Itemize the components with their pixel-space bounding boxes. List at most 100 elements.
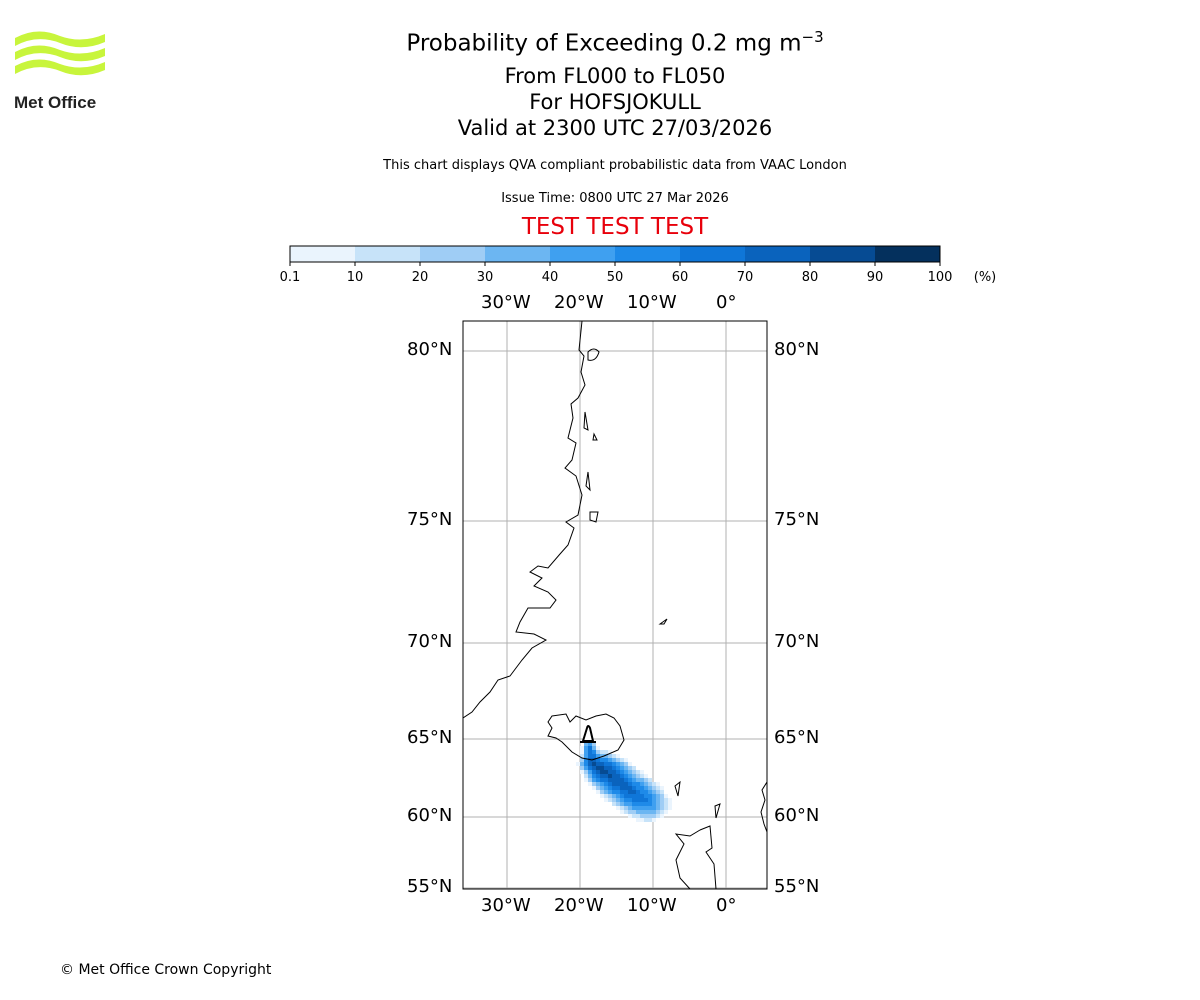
plume-cell xyxy=(616,754,620,758)
plume-cell xyxy=(628,778,632,782)
plume-cell xyxy=(604,786,608,790)
plume-cell xyxy=(596,762,600,766)
plume-cell xyxy=(652,786,656,790)
plume-cell xyxy=(628,762,632,766)
chart-title: Probability of Exceeding 0.2 mg m−3 xyxy=(406,28,824,57)
plume-cell xyxy=(640,786,644,790)
plume-cell xyxy=(656,790,660,794)
plume-cell xyxy=(628,814,632,818)
colorbar-tick-label: 10 xyxy=(346,270,364,285)
plume-cell xyxy=(604,798,608,802)
plume-cell xyxy=(584,746,588,750)
plume-cell xyxy=(592,766,596,770)
plume-cell xyxy=(588,774,592,778)
colorbar-tick-label: 70 xyxy=(736,270,754,285)
plume-cell xyxy=(640,798,644,802)
plume-cell xyxy=(668,806,672,810)
plume-cell xyxy=(640,790,644,794)
plume-cell xyxy=(636,802,640,806)
plume-cell xyxy=(636,810,640,814)
plume-cell xyxy=(580,758,584,762)
plume-cell xyxy=(624,782,628,786)
test-banner: TEST TEST TEST xyxy=(521,214,709,240)
plume-cell xyxy=(628,782,632,786)
colorbar-segment xyxy=(420,246,485,262)
plume-cell xyxy=(616,806,620,810)
plume-cell xyxy=(656,786,660,790)
plume-cell xyxy=(652,810,656,814)
plume-cell xyxy=(628,766,632,770)
plume-cell xyxy=(616,802,620,806)
plume-cell xyxy=(592,770,596,774)
plume-cell xyxy=(660,794,664,798)
plume-cell xyxy=(584,766,588,770)
plume-cell xyxy=(664,806,668,810)
plume-cell xyxy=(612,762,616,766)
plume-cell xyxy=(620,774,624,778)
plume-cell xyxy=(588,766,592,770)
plume-cell xyxy=(644,782,648,786)
plume-cell xyxy=(652,818,656,822)
plume-cell xyxy=(604,770,608,774)
plume-cell xyxy=(648,798,652,802)
plume-cell xyxy=(596,766,600,770)
subtitle: This chart displays QVA compliant probab… xyxy=(383,158,847,173)
lat-label-right: 65°N xyxy=(774,727,820,748)
colorbar-tick-label: 50 xyxy=(606,270,624,285)
plume-cell xyxy=(580,762,584,766)
lon-label-top: 30°W xyxy=(481,292,531,313)
plume-cell xyxy=(624,766,628,770)
plume-cell xyxy=(648,810,652,814)
plume-cell xyxy=(656,810,660,814)
plume-cell xyxy=(664,810,668,814)
plume-cell xyxy=(628,774,632,778)
plume-cell xyxy=(584,778,588,782)
plume-cell xyxy=(616,758,620,762)
plume-cell xyxy=(644,798,648,802)
copyright: © Met Office Crown Copyright xyxy=(60,962,272,978)
plume-cell xyxy=(580,766,584,770)
plume-cell xyxy=(624,798,628,802)
plume-cell xyxy=(652,814,656,818)
plume-cell xyxy=(664,794,668,798)
colorbar-segment xyxy=(875,246,940,262)
plume-cell xyxy=(600,766,604,770)
plume-cell xyxy=(624,802,628,806)
plume-cell xyxy=(584,762,588,766)
plume-cell xyxy=(628,810,632,814)
plume-cell xyxy=(664,802,668,806)
plume-cell xyxy=(660,802,664,806)
plume-cell xyxy=(592,742,596,746)
plume-cell xyxy=(608,790,612,794)
lat-label-right: 60°N xyxy=(774,805,820,826)
plume-cell xyxy=(584,770,588,774)
plume-cell xyxy=(604,778,608,782)
plume-cell xyxy=(608,758,612,762)
plume-cell xyxy=(604,774,608,778)
plume-cell xyxy=(580,770,584,774)
plume-cell xyxy=(608,794,612,798)
lat-label-right: 80°N xyxy=(774,339,820,360)
plume-cell xyxy=(660,810,664,814)
plume-cell xyxy=(652,790,656,794)
lat-label-right: 70°N xyxy=(774,631,820,652)
plume-cell xyxy=(592,782,596,786)
plume-cell xyxy=(636,798,640,802)
plume-cell xyxy=(596,786,600,790)
plume-cell xyxy=(648,782,652,786)
plume-cell xyxy=(596,758,600,762)
plume-cell xyxy=(596,746,600,750)
plume-cell xyxy=(632,782,636,786)
plume-cell xyxy=(628,806,632,810)
plume-cell xyxy=(588,778,592,782)
plume-cell xyxy=(620,798,624,802)
lon-label-bottom: 20°W xyxy=(554,895,604,916)
plume-cell xyxy=(584,758,588,762)
colorbar-tick-label: 20 xyxy=(411,270,429,285)
plume-cell xyxy=(624,786,628,790)
plume-cell xyxy=(604,758,608,762)
plume-cell xyxy=(604,782,608,786)
colorbar-unit: (%) xyxy=(973,270,997,285)
